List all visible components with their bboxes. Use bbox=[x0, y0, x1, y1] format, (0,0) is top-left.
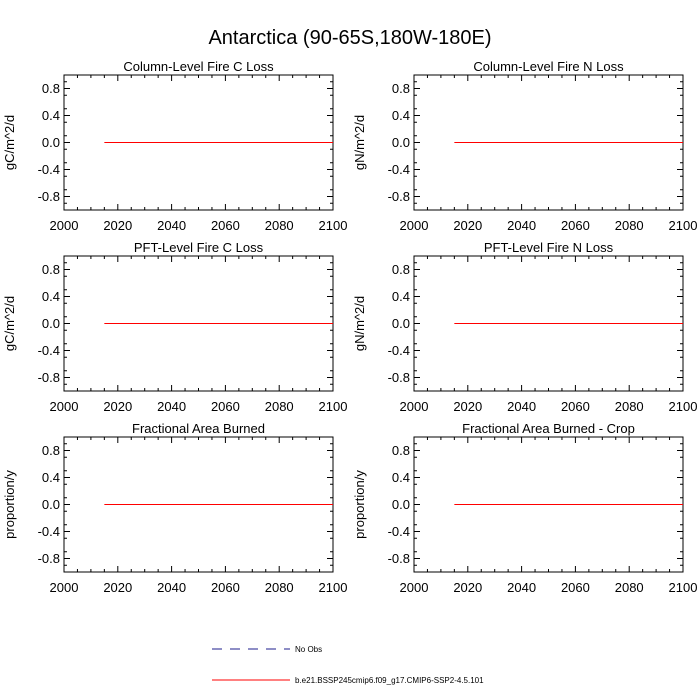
y-tick-label: -0.4 bbox=[388, 162, 410, 177]
y-tick-label: 0.0 bbox=[42, 316, 60, 331]
y-tick-label: 0.0 bbox=[392, 316, 410, 331]
y-tick-label: -0.8 bbox=[388, 370, 410, 385]
figure-title: Antarctica (90-65S,180W-180E) bbox=[208, 27, 491, 49]
y-tick-label: 0.4 bbox=[42, 289, 60, 304]
x-tick-label: 2100 bbox=[319, 399, 348, 414]
x-tick-label: 2080 bbox=[265, 218, 294, 233]
x-tick-label: 2000 bbox=[400, 580, 429, 595]
x-tick-label: 2000 bbox=[50, 399, 79, 414]
panel-title: Column-Level Fire C Loss bbox=[123, 59, 274, 74]
x-tick-label: 2020 bbox=[103, 399, 132, 414]
x-tick-label: 2060 bbox=[561, 218, 590, 233]
x-tick-label: 2020 bbox=[103, 580, 132, 595]
y-tick-label: -0.8 bbox=[38, 370, 60, 385]
x-tick-label: 2060 bbox=[561, 580, 590, 595]
x-tick-label: 2040 bbox=[507, 218, 536, 233]
y-tick-label: -0.4 bbox=[38, 343, 60, 358]
x-tick-label: 2040 bbox=[507, 399, 536, 414]
y-axis-label: proportion/y bbox=[352, 470, 367, 539]
y-tick-label: -0.4 bbox=[388, 343, 410, 358]
panel-title: Fractional Area Burned bbox=[132, 421, 265, 436]
x-tick-label: 2040 bbox=[157, 399, 186, 414]
y-tick-label: 0.8 bbox=[392, 443, 410, 458]
x-tick-label: 2000 bbox=[50, 580, 79, 595]
y-tick-label: 0.8 bbox=[392, 81, 410, 96]
panel-title: Fractional Area Burned - Crop bbox=[462, 421, 635, 436]
legend: No Obs b.e21.BSSP245cmip6.f09_g17.CMIP6-S… bbox=[212, 645, 484, 685]
y-tick-label: 0.0 bbox=[392, 497, 410, 512]
y-tick-label: 0.0 bbox=[392, 135, 410, 150]
y-tick-label: 0.8 bbox=[42, 262, 60, 277]
y-tick-label: 0.4 bbox=[392, 108, 410, 123]
y-tick-label: -0.4 bbox=[38, 524, 60, 539]
x-tick-label: 2080 bbox=[615, 218, 644, 233]
x-tick-label: 2000 bbox=[50, 218, 79, 233]
y-tick-label: -0.8 bbox=[38, 551, 60, 566]
x-tick-label: 2000 bbox=[400, 218, 429, 233]
x-tick-label: 2100 bbox=[319, 218, 348, 233]
y-tick-label: 0.4 bbox=[42, 470, 60, 485]
chart-panel-3: PFT-Level Fire N Loss 2000 2020 2040 2060 208… bbox=[352, 240, 697, 414]
y-axis-label: gC/m^2/d bbox=[2, 115, 17, 170]
x-tick-label: 2040 bbox=[507, 580, 536, 595]
y-tick-label: -0.8 bbox=[388, 551, 410, 566]
x-tick-label: 2000 bbox=[400, 399, 429, 414]
x-tick-label: 2060 bbox=[211, 218, 240, 233]
x-tick-label: 2040 bbox=[157, 580, 186, 595]
panel-title: Column-Level Fire N Loss bbox=[473, 59, 624, 74]
x-tick-label: 2060 bbox=[211, 399, 240, 414]
x-tick-label: 2080 bbox=[265, 399, 294, 414]
panel-title: PFT-Level Fire C Loss bbox=[134, 240, 264, 255]
legend-label-1: b.e21.BSSP245cmip6.f09_g17.CMIP6-SSP2-4.… bbox=[295, 676, 484, 685]
y-tick-label: 0.8 bbox=[42, 81, 60, 96]
x-tick-label: 2100 bbox=[669, 399, 698, 414]
chart-panel-1: Column-Level Fire N Loss 2000 2020 2040 2060… bbox=[352, 59, 697, 233]
x-tick-label: 2080 bbox=[615, 580, 644, 595]
x-tick-label: 2020 bbox=[453, 580, 482, 595]
y-axis-label: proportion/y bbox=[2, 470, 17, 539]
x-tick-label: 2020 bbox=[453, 218, 482, 233]
y-axis-label: gN/m^2/d bbox=[352, 115, 367, 170]
chart-panel-0: Column-Level Fire C Loss 2000 2020 2040 2060… bbox=[2, 59, 347, 233]
x-tick-label: 2020 bbox=[103, 218, 132, 233]
x-tick-label: 2100 bbox=[319, 580, 348, 595]
x-tick-label: 2060 bbox=[211, 580, 240, 595]
y-axis-label: gC/m^2/d bbox=[2, 296, 17, 351]
panel-title: PFT-Level Fire N Loss bbox=[484, 240, 614, 255]
x-tick-label: 2040 bbox=[157, 218, 186, 233]
y-tick-label: 0.8 bbox=[42, 443, 60, 458]
y-tick-label: 0.8 bbox=[392, 262, 410, 277]
y-tick-label: 0.4 bbox=[42, 108, 60, 123]
y-tick-label: -0.4 bbox=[388, 524, 410, 539]
chart-panel-4: Fractional Area Burned 2000 2020 2040 2060 20… bbox=[2, 421, 347, 595]
y-tick-label: -0.4 bbox=[38, 162, 60, 177]
y-axis-label: gN/m^2/d bbox=[352, 296, 367, 351]
chart-panel-2: PFT-Level Fire C Loss 2000 2020 2040 2060 208… bbox=[2, 240, 347, 414]
panels-group: Column-Level Fire C Loss 2000 2020 2040 2060… bbox=[2, 59, 697, 595]
x-tick-label: 2100 bbox=[669, 580, 698, 595]
chart-panel-5: Fractional Area Burned - Crop 2000 2020 204… bbox=[352, 421, 697, 595]
y-tick-label: -0.8 bbox=[388, 189, 410, 204]
x-tick-label: 2020 bbox=[453, 399, 482, 414]
y-tick-label: 0.4 bbox=[392, 289, 410, 304]
legend-label-0: No Obs bbox=[295, 645, 322, 654]
x-tick-label: 2060 bbox=[561, 399, 590, 414]
y-tick-label: 0.4 bbox=[392, 470, 410, 485]
x-tick-label: 2080 bbox=[265, 580, 294, 595]
y-tick-label: 0.0 bbox=[42, 497, 60, 512]
y-tick-label: 0.0 bbox=[42, 135, 60, 150]
y-tick-label: -0.8 bbox=[38, 189, 60, 204]
x-tick-label: 2100 bbox=[669, 218, 698, 233]
x-tick-label: 2080 bbox=[615, 399, 644, 414]
